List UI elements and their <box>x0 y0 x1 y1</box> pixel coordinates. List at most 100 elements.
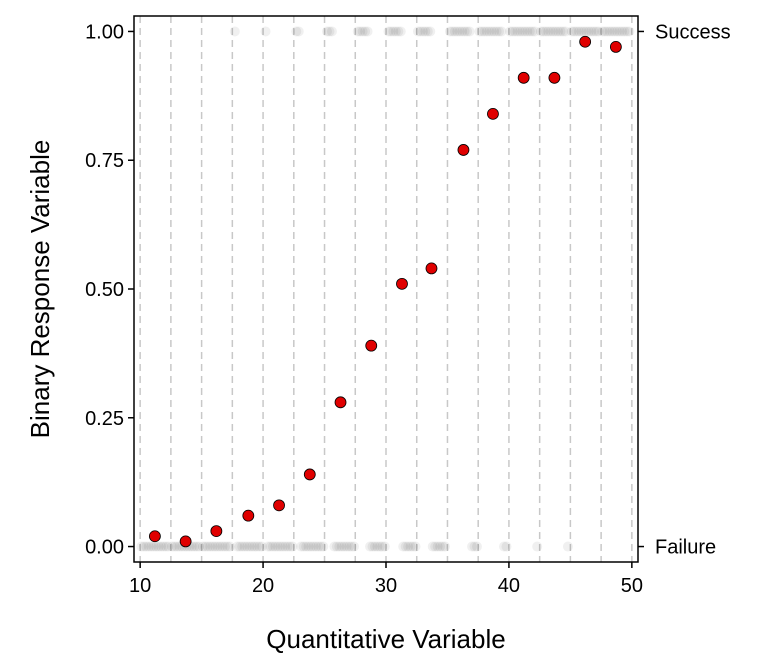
proportion-point <box>179 535 192 548</box>
raw-observation-point <box>239 541 250 552</box>
raw-observation-point <box>194 541 205 552</box>
right-axis: Success Failure <box>638 21 731 559</box>
raw-observation-point <box>527 26 538 37</box>
raw-observation-point <box>474 26 485 37</box>
raw-observation-point <box>566 26 577 37</box>
raw-observation-point <box>303 541 314 552</box>
raw-observation-point <box>148 541 159 552</box>
raw-observation-point <box>612 26 623 37</box>
x-tick-label: 30 <box>375 575 397 597</box>
raw-observation-point <box>287 541 298 552</box>
raw-observation-point <box>138 541 149 552</box>
raw-observation-point <box>496 26 507 37</box>
raw-observation-point <box>331 541 342 552</box>
raw-observation-point <box>617 26 628 37</box>
x-tick-label: 50 <box>621 575 643 597</box>
raw-observation-point <box>222 541 233 552</box>
raw-observation-point <box>420 26 431 37</box>
raw-observation-point <box>291 26 302 37</box>
raw-observation-point <box>614 26 625 37</box>
raw-observation-point <box>494 26 505 37</box>
raw-observation-point <box>324 26 335 37</box>
bin-proportion-points <box>148 35 622 548</box>
raw-observation-point <box>217 541 228 552</box>
raw-observation-point <box>558 26 569 37</box>
raw-observation-point <box>141 541 152 552</box>
raw-observation-point <box>597 26 608 37</box>
proportion-point <box>303 468 316 481</box>
raw-observation-point <box>169 541 180 552</box>
x-tick-label: 10 <box>129 575 151 597</box>
raw-observation-point <box>571 26 582 37</box>
x-tick-label: 20 <box>252 575 274 597</box>
proportion-point <box>548 71 561 84</box>
raw-observation-point <box>360 26 371 37</box>
raw-observation-point <box>447 26 458 37</box>
x-tick-label: 40 <box>498 575 520 597</box>
raw-observation-point <box>510 26 521 37</box>
proportion-point <box>487 107 499 120</box>
proportion-point <box>609 41 622 53</box>
raw-observation-point <box>336 541 347 552</box>
raw-observation-point <box>410 541 421 552</box>
raw-observation-point <box>357 26 368 37</box>
raw-observation-point <box>452 26 463 37</box>
raw-observation-point <box>591 26 602 37</box>
raw-observation-point <box>234 541 245 552</box>
raw-observation-point <box>355 26 366 37</box>
raw-observation-point <box>545 26 556 37</box>
proportion-point <box>579 35 592 48</box>
raw-observation-point <box>524 26 535 37</box>
proportion-point <box>457 144 470 156</box>
raw-observation-point <box>256 541 267 552</box>
raw-observation-point <box>619 26 630 37</box>
raw-observation-point <box>308 541 319 552</box>
raw-observation-point <box>505 26 516 37</box>
raw-observation-point <box>315 541 326 552</box>
raw-observation-point <box>578 26 589 37</box>
raw-observation-point <box>398 541 409 552</box>
proportion-point <box>210 525 223 537</box>
raw-observation-point <box>247 541 258 552</box>
raw-observation-point <box>282 541 293 552</box>
raw-observation-point <box>403 541 414 552</box>
raw-observation-point <box>301 541 312 552</box>
y-axis: 0.00 0.25 0.50 0.75 1.00 <box>85 21 134 559</box>
proportion-point <box>242 509 255 522</box>
raw-observation-point <box>417 26 428 37</box>
raw-observation-point <box>329 541 340 552</box>
raw-observation-point <box>562 541 573 552</box>
raw-observation-point <box>377 541 388 552</box>
raw-observation-point <box>425 26 436 37</box>
raw-observation-point <box>334 541 345 552</box>
raw-observation-point <box>202 541 213 552</box>
raw-observation-point <box>457 26 468 37</box>
raw-observation-point <box>229 26 240 37</box>
raw-observation-point <box>435 541 446 552</box>
raw-observation-point <box>440 541 451 552</box>
raw-observation-point <box>344 541 355 552</box>
raw-observation-point <box>507 26 518 37</box>
raw-observation-point <box>372 541 383 552</box>
proportion-point <box>517 71 530 84</box>
raw-observation-point <box>326 26 337 37</box>
raw-observation-point <box>313 541 324 552</box>
raw-observation-point <box>205 541 216 552</box>
raw-observation-point <box>517 26 528 37</box>
raw-observation-point <box>262 541 273 552</box>
raw-observation-point <box>550 26 561 37</box>
raw-observation-point <box>224 541 235 552</box>
raw-observation-point <box>160 541 171 552</box>
raw-observation-point <box>491 26 502 37</box>
y-tick-label: 0.00 <box>85 537 124 559</box>
raw-observation-point <box>365 541 376 552</box>
raw-observation-point <box>486 26 497 37</box>
raw-observation-point <box>242 541 253 552</box>
y-tick-label: 0.50 <box>85 279 124 301</box>
proportion-point <box>273 499 285 512</box>
raw-observation-point <box>215 541 226 552</box>
raw-observation-point <box>400 541 411 552</box>
proportion-point <box>396 277 408 290</box>
raw-observation-point <box>390 26 401 37</box>
